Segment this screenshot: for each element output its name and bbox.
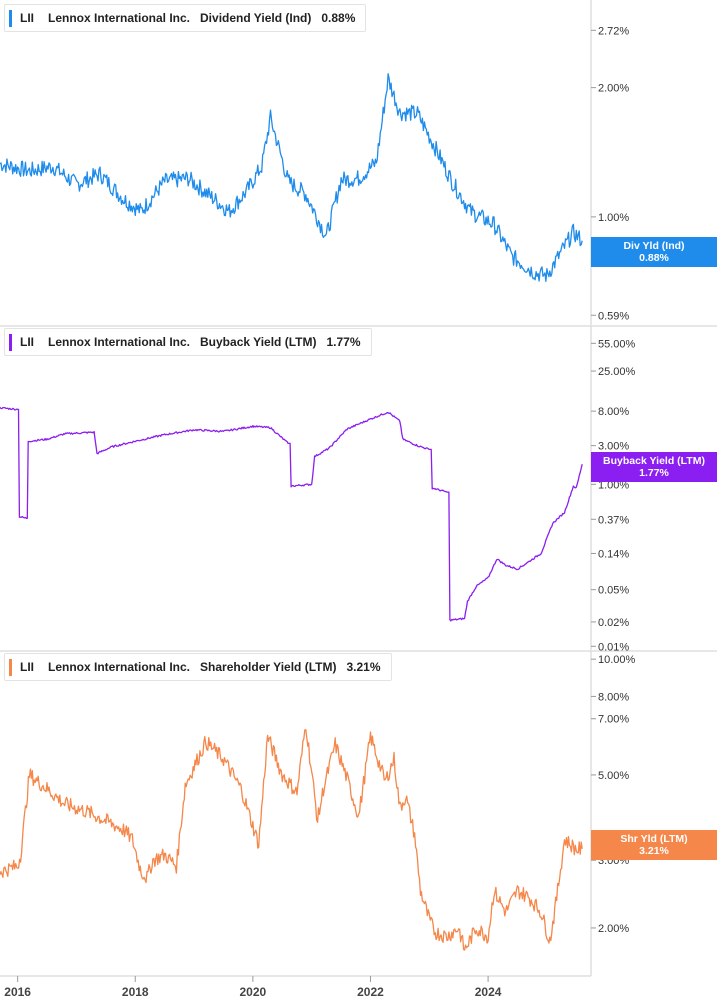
y-tick-label: 3.00% (598, 441, 629, 453)
badge-label: Div Yld (Ind) (623, 240, 685, 252)
y-tick-label: 1.00% (598, 212, 629, 224)
series-layer (0, 73, 583, 951)
badge-value: 1.77% (639, 467, 669, 479)
y-tick-label: 2.72% (598, 25, 629, 37)
y-tick-label: 0.14% (598, 548, 629, 560)
legend-metric: Buyback Yield (LTM) (200, 335, 317, 349)
badge-label: Buyback Yield (LTM) (603, 455, 705, 467)
y-tick-label: 2.00% (598, 923, 629, 935)
legend-value: 0.88% (321, 11, 356, 25)
legend-ticker: LII (20, 660, 34, 674)
y-tick-label: 8.00% (598, 691, 629, 703)
y-tick-label: 2.00% (598, 83, 629, 95)
y-tick-label: 1.00% (598, 479, 629, 491)
legend-swatch (9, 9, 12, 27)
x-tick-label: 2018 (122, 985, 149, 999)
legend-company-name: Lennox International Inc. (48, 11, 191, 25)
x-tick-label: 2016 (4, 985, 31, 999)
y-tick-label: 0.02% (598, 617, 629, 629)
series-line-2 (0, 406, 583, 622)
y-tick-label: 0.37% (598, 514, 629, 526)
y-tick-label: 5.00% (598, 770, 629, 782)
legend-company-name: Lennox International Inc. (48, 335, 191, 349)
badge-label: Shr Yld (LTM) (620, 833, 688, 845)
last-value-badge-shareholder: Shr Yld (LTM) 3.21% (591, 830, 717, 860)
legend-value: 1.77% (326, 335, 361, 349)
legend-swatch (9, 658, 12, 676)
legend-metric: Shareholder Yield (LTM) (200, 660, 337, 674)
y-tick-label: 10.00% (598, 654, 636, 666)
y-tick-label: 25.00% (598, 366, 636, 378)
x-tick-label: 2024 (475, 985, 502, 999)
series-line-3 (0, 729, 583, 951)
series-line-1 (0, 73, 583, 282)
y-tick-label: 8.00% (598, 406, 629, 418)
x-tick-label: 2022 (357, 985, 384, 999)
badge-value: 0.88% (639, 252, 669, 264)
last-value-badge-dividend: Div Yld (Ind) 0.88% (591, 237, 717, 267)
last-value-badge-buyback: Buyback Yield (LTM) 1.77% (591, 452, 717, 482)
legend-value: 3.21% (346, 660, 381, 674)
legend-company-name: Lennox International Inc. (48, 660, 191, 674)
legend-swatch (9, 333, 12, 351)
y-tick-label: 0.05% (598, 585, 629, 597)
x-tick-label: 2020 (240, 985, 267, 999)
legend-metric: Dividend Yield (Ind) (200, 11, 312, 25)
y-tick-label: 55.00% (598, 338, 636, 350)
x-axis: 2016 2018 2020 2022 2024 (0, 975, 591, 999)
y-tick-label: 0.59% (598, 310, 629, 322)
legend-shareholder-yield[interactable]: LII Lennox International Inc. Shareholde… (4, 653, 392, 681)
y-tick-label: 7.00% (598, 714, 629, 726)
legend-ticker: LII (20, 335, 34, 349)
legend-buyback-yield[interactable]: LII Lennox International Inc. Buyback Yi… (4, 328, 372, 356)
y-tick-label: 0.01% (598, 641, 629, 653)
legend-dividend-yield[interactable]: LII Lennox International Inc. Dividend Y… (4, 4, 367, 32)
legend-ticker: LII (20, 11, 34, 25)
badge-value: 3.21% (639, 845, 669, 857)
